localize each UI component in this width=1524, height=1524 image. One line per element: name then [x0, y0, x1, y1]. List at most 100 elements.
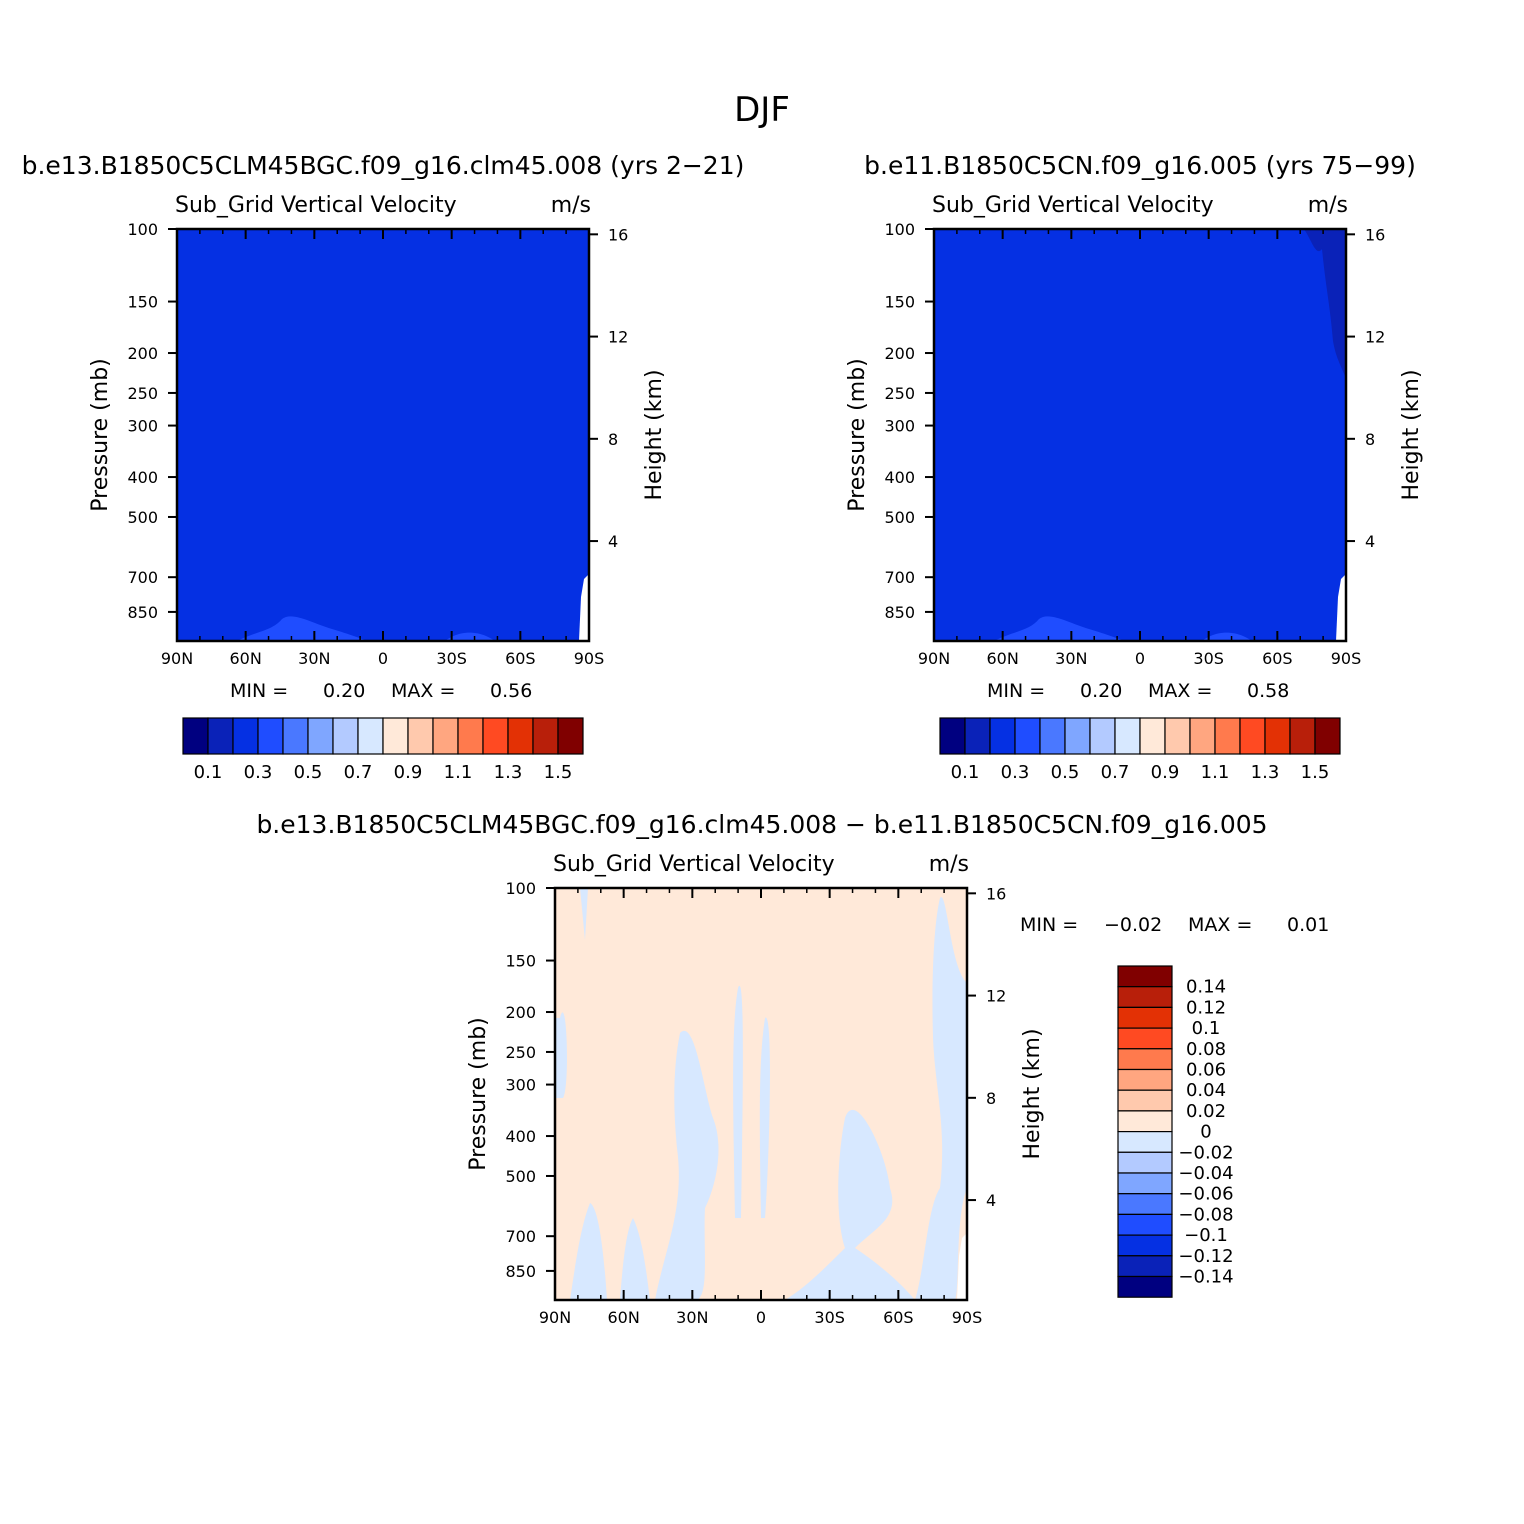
- x-tick-label: 90N: [161, 649, 193, 668]
- y-tick-label: 850: [884, 603, 915, 622]
- x-tick-label: 90S: [952, 1308, 983, 1327]
- y-tick-label: 850: [505, 1262, 536, 1281]
- colorbar-label: 0.7: [1101, 762, 1130, 783]
- x-tick-label: 30N: [676, 1308, 708, 1327]
- x-tick-label: 30N: [1055, 649, 1087, 668]
- max-value: 0.56: [490, 680, 532, 702]
- colorbar-box: [1117, 1151, 1173, 1174]
- colorbar-label: 0.5: [1051, 762, 1080, 783]
- y-tick-label: 700: [884, 568, 915, 587]
- colorbar-box: [1117, 986, 1173, 1009]
- y2-tick-label: 12: [1365, 328, 1385, 347]
- min-label: MIN =: [230, 680, 288, 702]
- y-tick-label: 250: [127, 384, 158, 403]
- colorbar-box: [182, 717, 209, 755]
- max-value: 0.01: [1287, 914, 1329, 936]
- y-tick-label: 400: [884, 468, 915, 487]
- colorbar-box: [532, 717, 559, 755]
- x-tick-label: 30S: [814, 1308, 845, 1327]
- colorbar-box: [332, 717, 359, 755]
- case-title: b.e11.B1850C5CN.f09_g16.005 (yrs 75−99): [864, 151, 1416, 180]
- colorbar-box: [1214, 717, 1241, 755]
- colorbar-box: [1117, 1089, 1173, 1112]
- colorbar-label: 1.3: [494, 762, 523, 783]
- contour-field: [555, 888, 967, 1300]
- y-tick-label: 850: [127, 603, 158, 622]
- y2-tick-label: 4: [608, 532, 618, 551]
- y-tick-label: 300: [884, 417, 915, 436]
- panel-test: b.e13.B1850C5CLM45BGC.f09_g16.clm45.008 …: [22, 151, 745, 783]
- colorbar-box: [939, 717, 966, 755]
- colorbar-label: 0.12: [1186, 997, 1226, 1018]
- y2-tick-label: 4: [986, 1191, 996, 1210]
- y-axis-label: Pressure (mb): [88, 358, 113, 512]
- contour-band-negative: [759, 1017, 770, 1218]
- colorbar-label: 1.5: [544, 762, 573, 783]
- min-value: 0.20: [323, 680, 365, 702]
- max-label: MAX =: [1148, 680, 1212, 702]
- x-tick-label: 60N: [230, 649, 262, 668]
- y2-axis-label: Height (km): [1020, 1028, 1045, 1159]
- colorbar-box: [257, 717, 284, 755]
- y-tick-label: 300: [127, 417, 158, 436]
- colorbar-box: [1289, 717, 1316, 755]
- x-tick-label: 90N: [918, 649, 950, 668]
- colorbar-box: [964, 717, 991, 755]
- colorbar-label: 0.5: [294, 762, 323, 783]
- colorbar-label: 0.04: [1186, 1080, 1226, 1101]
- colorbar-label: 1.3: [1251, 762, 1280, 783]
- y-tick-label: 100: [884, 220, 915, 239]
- y-tick-label: 500: [884, 508, 915, 527]
- colorbar-box: [307, 717, 334, 755]
- colorbar-box: [382, 717, 409, 755]
- variable-label: Sub_Grid Vertical Velocity: [932, 193, 1214, 218]
- colorbar-box: [1114, 717, 1141, 755]
- colorbar-box: [1117, 1048, 1173, 1071]
- missing-data-region: [957, 1233, 967, 1300]
- colorbar-box: [482, 717, 509, 755]
- colorbar-box: [1139, 717, 1166, 755]
- colorbar-box: [1039, 717, 1066, 755]
- contour-band-negative: [655, 1030, 719, 1300]
- panel-difference: b.e13.B1850C5CLM45BGC.f09_g16.clm45.008 …: [256, 810, 1329, 1327]
- colorbar-box: [1117, 1172, 1173, 1195]
- x-tick-label: 60N: [987, 649, 1019, 668]
- min-value: 0.20: [1080, 680, 1122, 702]
- contour-band-surface: [994, 616, 1124, 641]
- figure-title: DJF: [734, 90, 790, 130]
- colorbar-label: 0.7: [344, 762, 373, 783]
- y-tick-label: 400: [127, 468, 158, 487]
- y-tick-label: 150: [884, 293, 915, 312]
- contour-band-negative: [785, 1109, 915, 1300]
- y-tick-label: 200: [505, 1003, 536, 1022]
- x-tick-label: 60S: [1262, 649, 1293, 668]
- colorbar-label: 0.3: [1001, 762, 1030, 783]
- y2-tick-label: 12: [608, 328, 628, 347]
- min-label: MIN =: [1020, 914, 1078, 936]
- colorbar-label: −0.12: [1178, 1246, 1233, 1267]
- colorbar-box: [232, 717, 259, 755]
- colorbar-box: [1189, 717, 1216, 755]
- contour-band-dominant: [177, 229, 589, 641]
- y2-tick-label: 16: [1365, 225, 1385, 244]
- y-tick-label: 150: [505, 952, 536, 971]
- y-tick-label: 700: [127, 568, 158, 587]
- case-title: b.e13.B1850C5CLM45BGC.f09_g16.clm45.008 …: [256, 810, 1267, 839]
- colorbar-label: −0.04: [1178, 1163, 1233, 1184]
- colorbar-box: [1117, 1234, 1173, 1257]
- colorbar-box: [1239, 717, 1266, 755]
- colorbar-label: −0.08: [1178, 1204, 1233, 1225]
- colorbar-box: [507, 717, 534, 755]
- contour-band-negative: [733, 985, 743, 1218]
- x-tick-label: 90N: [539, 1308, 571, 1327]
- y2-axis-label: Height (km): [1399, 369, 1424, 500]
- y-tick-label: 250: [505, 1043, 536, 1062]
- contour-band-surface: [237, 616, 367, 641]
- colorbar-label: 0.1: [194, 762, 223, 783]
- colorbar-box: [1089, 717, 1116, 755]
- colorbar-label: 0.06: [1186, 1060, 1226, 1081]
- contour-field: [177, 229, 589, 641]
- colorbar-box: [1117, 1193, 1173, 1215]
- min-label: MIN =: [987, 680, 1045, 702]
